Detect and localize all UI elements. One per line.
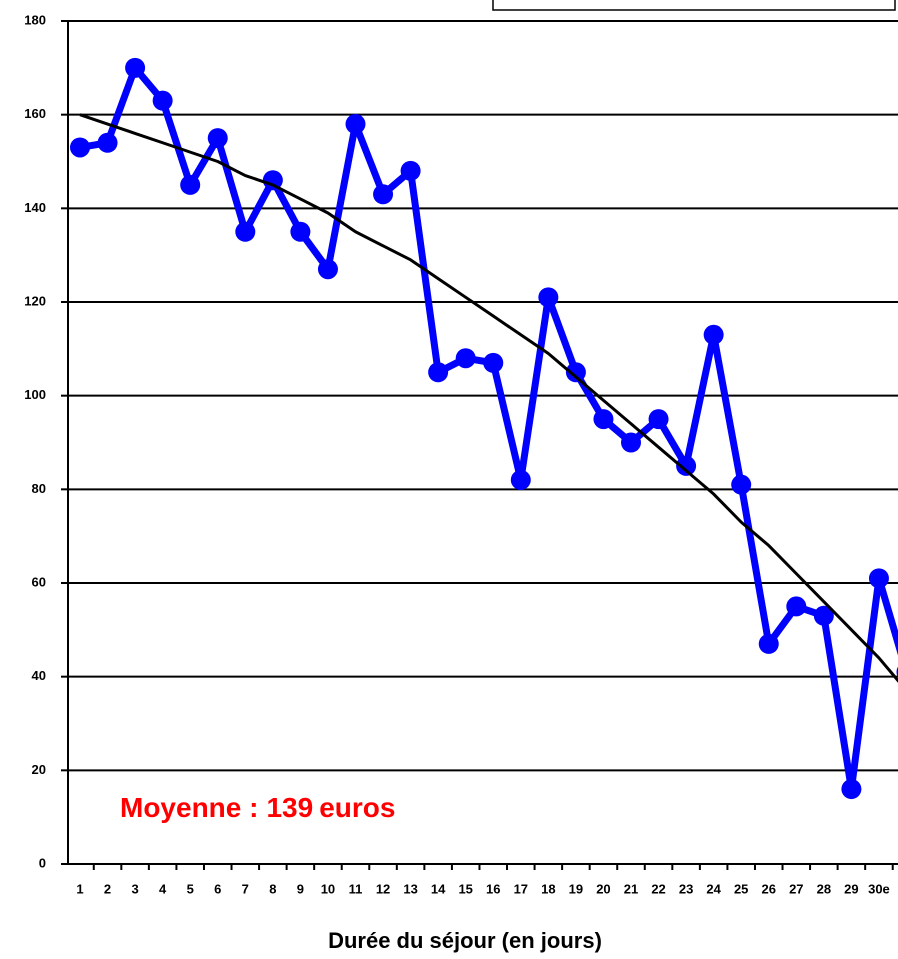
data-point [70,137,90,158]
x-tick-label: 13 [403,881,417,896]
y-tick-label: 80 [32,481,46,496]
data-line [79,64,898,793]
data-point [593,409,614,430]
data-point [97,132,118,153]
data-point [786,596,807,617]
x-tick-label: 27 [789,881,803,896]
x-tick-label: 14 [431,881,446,896]
x-tick-label: 2 [104,881,111,896]
data-point [373,184,394,205]
data-point [290,221,311,242]
x-tick-label: 30e [868,881,890,896]
x-tick-label: 11 [349,881,363,896]
x-tick-label: 1 [76,881,83,896]
x-tick-label: 15 [458,881,472,896]
y-tick-label: 160 [24,106,46,121]
data-point [235,221,256,242]
y-tick-label: 20 [32,762,46,777]
data-point [428,362,449,383]
y-tick-label: 100 [24,387,46,402]
x-tick-label: 12 [376,881,390,896]
x-axis-title: Durée du séjour (en jours) [328,928,602,953]
annotation-label: Moyenne : [120,792,258,823]
y-tick-label: 0 [39,855,46,870]
data-point [455,348,476,369]
x-tick-label: 9 [297,881,304,896]
data-point [538,287,559,308]
y-tick-label: 140 [24,200,46,215]
x-tick-label: 6 [214,881,221,896]
annotation: Moyenne : 139 euros [120,792,395,823]
x-tick-label: 28 [817,881,831,896]
x-tick-label: 18 [541,881,555,896]
annotation-value: 139 [266,792,313,823]
x-tick-label: 5 [187,881,194,896]
x-tick-label: 25 [734,881,748,896]
data-point [703,324,724,345]
data-point [152,90,173,111]
x-tick-label: 3 [131,881,138,896]
x-tick-label: 23 [679,881,693,896]
data-point [317,259,338,280]
data-point [510,469,531,490]
data-point [841,779,862,800]
x-tick-label: 7 [242,881,249,896]
data-point [676,455,697,476]
data-point [207,128,228,149]
data-point [731,474,752,495]
x-tick-label: 26 [762,881,776,896]
data-point [565,362,586,383]
x-tick-label: 4 [159,881,167,896]
data-point [125,57,146,78]
x-tick-label: 17 [514,881,528,896]
data-point [262,170,283,191]
data-point [180,174,201,195]
trend-line [79,113,898,683]
data-point [868,568,889,589]
y-tick-label: 120 [24,293,46,308]
x-tick-label: 22 [651,881,665,896]
data-point [345,114,366,135]
y-tick-label: 180 [24,12,46,27]
x-tick-label: 16 [486,881,500,896]
x-tick-label: 20 [596,881,610,896]
x-tick-label: 8 [269,881,276,896]
data-point [813,605,834,626]
x-tick-label: 21 [624,881,638,896]
data-point [400,160,421,181]
x-tick-label: 29 [844,881,858,896]
data-point [648,409,669,430]
annotation-unit: euros [319,792,395,823]
legend-box [492,0,896,11]
x-tick-label: 10 [321,881,335,896]
data-point [483,352,504,373]
data-point [758,633,779,654]
data-point [621,432,641,453]
y-tick-label: 60 [32,574,46,589]
x-tick-label: 24 [706,881,721,896]
y-tick-label: 40 [32,668,46,683]
x-tick-label: 19 [569,881,583,896]
